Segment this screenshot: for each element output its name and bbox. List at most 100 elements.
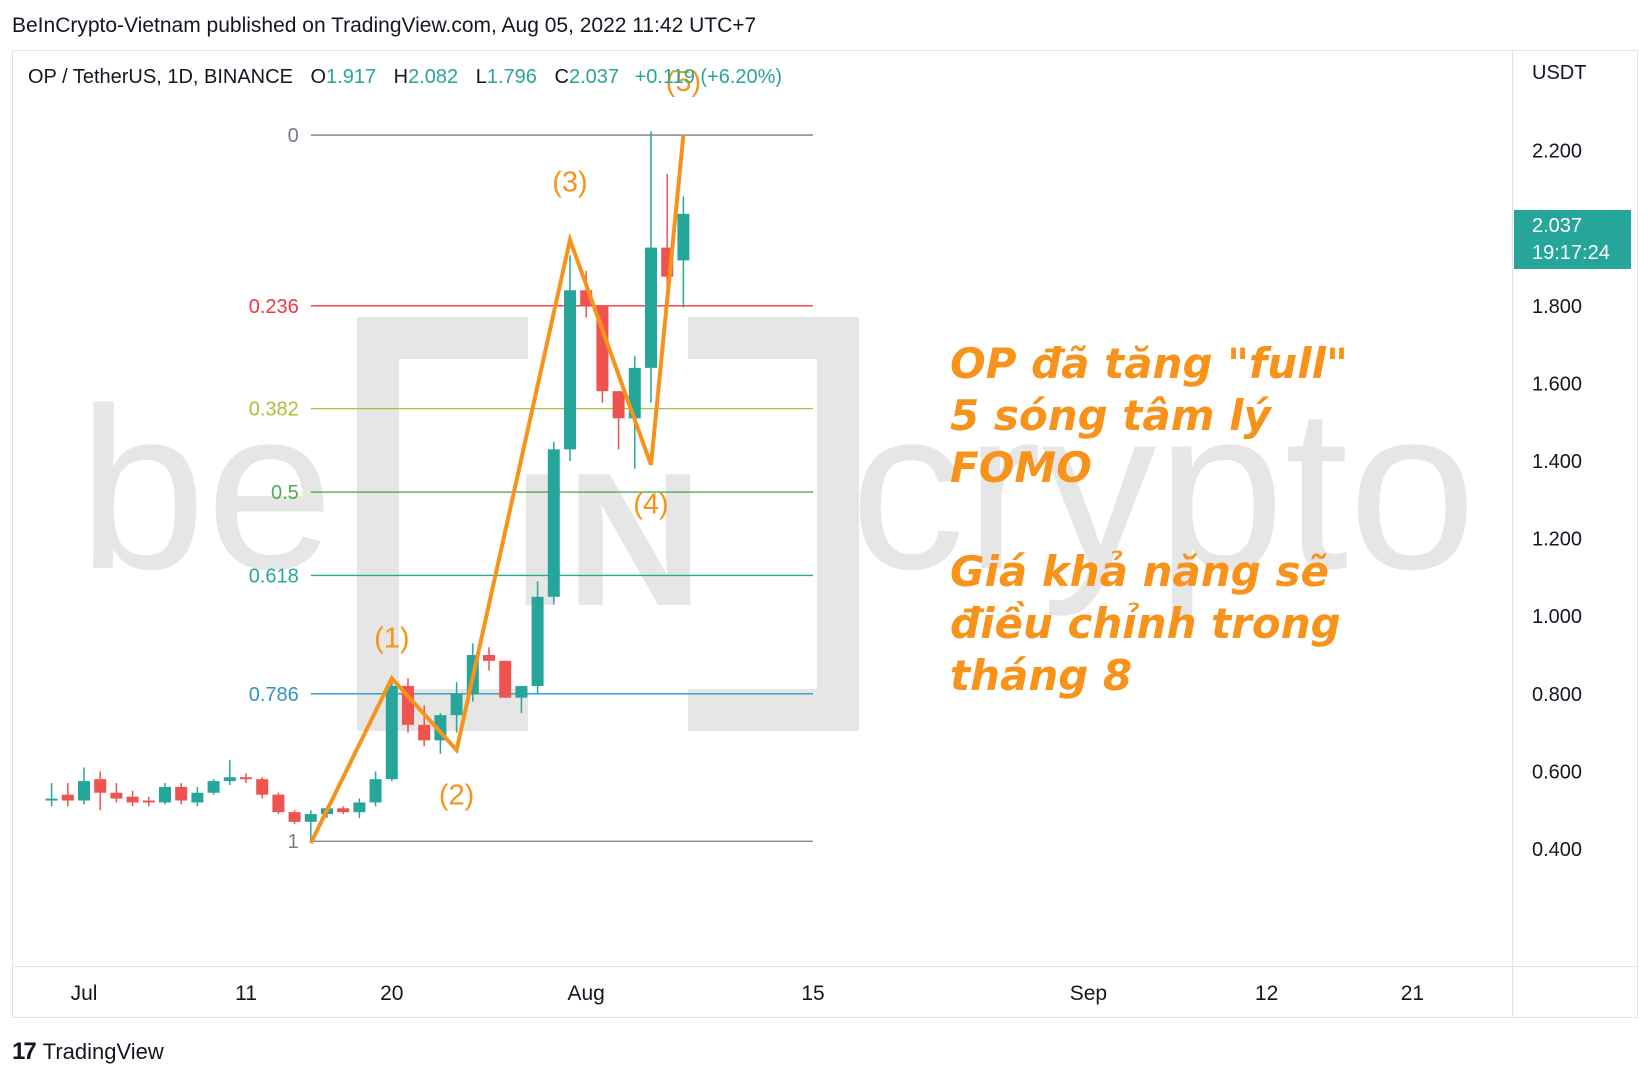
candle-body (515, 686, 528, 698)
candle-body (191, 792, 204, 803)
candle (483, 647, 495, 671)
candle (402, 678, 414, 733)
high-label: H (393, 66, 409, 88)
candle (612, 391, 625, 450)
candle (353, 798, 366, 818)
candle-body (142, 800, 155, 803)
candle (337, 806, 350, 815)
wave-label: (5) (666, 66, 701, 98)
fib-level-label: 1 (288, 831, 299, 853)
candle (175, 783, 188, 805)
fib-level-label: 0.786 (249, 684, 299, 706)
chart-frame (12, 50, 1638, 1018)
close-value: 2.037 (568, 66, 620, 88)
candle-body (369, 779, 382, 803)
candle (142, 796, 155, 807)
candle-body (418, 724, 431, 741)
candle-body (531, 596, 544, 687)
symbol-name[interactable]: OP / TetherUS, 1D, BINANCE (28, 66, 293, 88)
watermark-logo-letters: IN (513, 434, 703, 646)
time-scale-divider (12, 966, 1638, 967)
change-value: +0.119 (+6.20%) (634, 66, 783, 88)
footer: 17 TradingView (12, 1038, 164, 1066)
candle (564, 255, 576, 461)
high-value: 2.082 (408, 66, 459, 88)
candle (385, 678, 398, 782)
price-axis[interactable]: 2.200 1.800 1.600 1.400 1.200 1.000 0.800 0.600… (1532, 141, 1582, 861)
candle-body (337, 808, 350, 813)
candle-body (483, 655, 495, 661)
tradingview-logo-icon: 17 (12, 1038, 37, 1065)
candle-body (677, 213, 690, 261)
watermark-text-left: be (78, 360, 334, 617)
candle-body (564, 290, 576, 450)
candle (677, 196, 690, 308)
time-tick-label: Aug (568, 982, 605, 1005)
candle (256, 777, 269, 799)
close-label: C (554, 66, 569, 88)
annotation-line: tháng 8 (950, 651, 1132, 700)
price-tick-label: 1.600 (1532, 373, 1582, 395)
candle-body (61, 794, 74, 801)
wave-label: (3) (552, 167, 587, 199)
fibonacci-retracement[interactable]: 0 0.236 0.382 0.5 0.618 0.786 1 (249, 125, 813, 853)
time-tick-label: 12 (1255, 982, 1278, 1005)
candle-body (288, 812, 301, 822)
candle-body (645, 247, 657, 368)
candle (531, 581, 544, 694)
candle (126, 790, 139, 807)
annotation-line: FOMO (950, 443, 1092, 492)
time-tick-label: 21 (1401, 982, 1424, 1005)
watermark-bracket-right (688, 317, 859, 731)
annotation-line: điều chỉnh trong (950, 599, 1341, 648)
candle-body (304, 814, 317, 822)
candle-body (110, 792, 123, 799)
candle-body (547, 449, 560, 597)
time-tick-label: 11 (235, 982, 257, 1005)
candle-body (45, 798, 58, 801)
last-price-value: 2.037 (1532, 215, 1583, 237)
time-tick-label: Sep (1070, 982, 1107, 1005)
fib-level-label: 0.382 (249, 399, 299, 421)
candle (272, 792, 285, 815)
candle (223, 759, 236, 785)
candle-body (499, 660, 512, 698)
candle-body (78, 781, 90, 801)
candle-body (207, 781, 220, 793)
currency-label[interactable]: USDT (1532, 62, 1587, 84)
candle-body (175, 786, 188, 801)
candle (191, 786, 204, 807)
bar-countdown: 19:17:24 (1532, 242, 1610, 264)
candle (94, 771, 107, 811)
candle (645, 131, 657, 403)
candle-body (223, 777, 236, 782)
candle-body (240, 777, 252, 780)
time-tick-label: 20 (380, 982, 403, 1005)
candle-body (159, 786, 171, 803)
footer-brand: TradingView (42, 1039, 164, 1064)
watermark: be crypto IN (78, 317, 1476, 731)
price-tick-label: 1.400 (1532, 451, 1582, 473)
low-value: 1.796 (486, 66, 537, 88)
wave-label: (1) (374, 623, 409, 655)
symbol-legend: OP / TetherUS, 1D, BINANCE O1.917 H2.082… (28, 66, 782, 89)
candle (45, 783, 58, 807)
candle-body (385, 686, 398, 780)
candle (207, 779, 220, 795)
candle (288, 810, 301, 824)
candle (240, 773, 252, 784)
publisher-line: BeInCrypto-Vietnam published on TradingV… (12, 14, 757, 37)
time-axis[interactable]: Jul 11 20 Aug 15 Sep 12 21 (71, 982, 1425, 1005)
candle-body (450, 693, 463, 716)
fib-level-label: 0.236 (249, 296, 299, 318)
price-scale-divider (1512, 50, 1513, 1018)
time-tick-label: Jul (71, 982, 98, 1005)
candle-body (272, 794, 285, 813)
candle (547, 441, 560, 605)
elliott-wave-drawing[interactable]: (1) (2) (3) (4) (5) (309, 66, 701, 845)
watermark-text-right: crypto (850, 360, 1476, 617)
wave-path[interactable] (309, 134, 686, 845)
fib-level-label: 0.5 (271, 482, 299, 504)
